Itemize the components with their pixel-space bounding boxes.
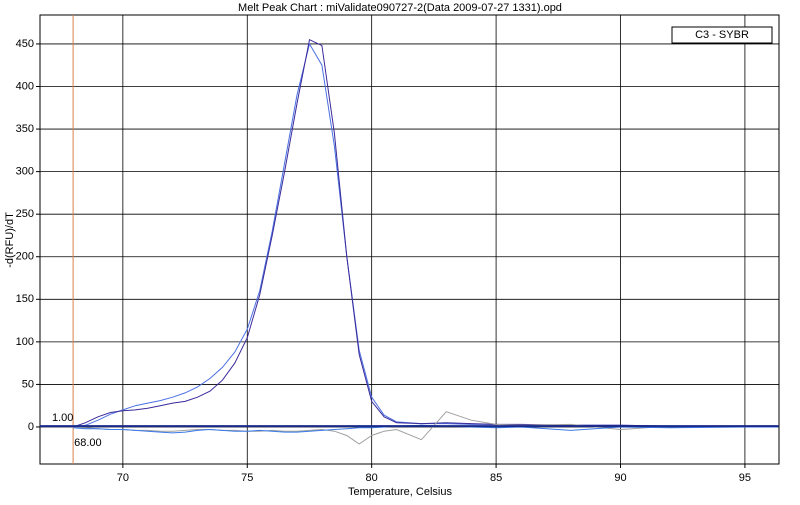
y-tick-label: 50: [22, 378, 34, 390]
x-tick-label: 85: [490, 472, 502, 484]
y-tick-label: 400: [16, 80, 34, 92]
y-tick-label: 450: [16, 38, 34, 50]
x-axis-label: Temperature, Celsius: [348, 486, 452, 498]
x-tick-label: 70: [117, 472, 129, 484]
legend-label: C3 - SYBR: [695, 29, 749, 41]
y-tick-label: 300: [16, 166, 34, 178]
y-axis-label: -d(RFU)/dT: [4, 212, 16, 268]
marker-label: 68.00: [74, 437, 102, 449]
x-tick-label: 80: [366, 472, 378, 484]
threshold-label: 1.00: [52, 412, 73, 424]
x-tick-label: 95: [739, 472, 751, 484]
legend-box: [671, 26, 773, 44]
y-tick-label: 150: [16, 293, 34, 305]
y-tick-label: 100: [16, 336, 34, 348]
y-tick-label: 0: [28, 421, 34, 433]
y-tick-label: 250: [16, 208, 34, 220]
y-tick-label: 350: [16, 123, 34, 135]
x-tick-label: 75: [241, 472, 253, 484]
series-line: [73, 424, 778, 434]
plot-area: [39, 14, 780, 465]
chart-title: Melt Peak Chart : miValidate090727-2(Dat…: [238, 2, 562, 14]
series-line: [73, 411, 778, 445]
y-tick-label: 200: [16, 251, 34, 263]
x-tick-label: 90: [614, 472, 626, 484]
